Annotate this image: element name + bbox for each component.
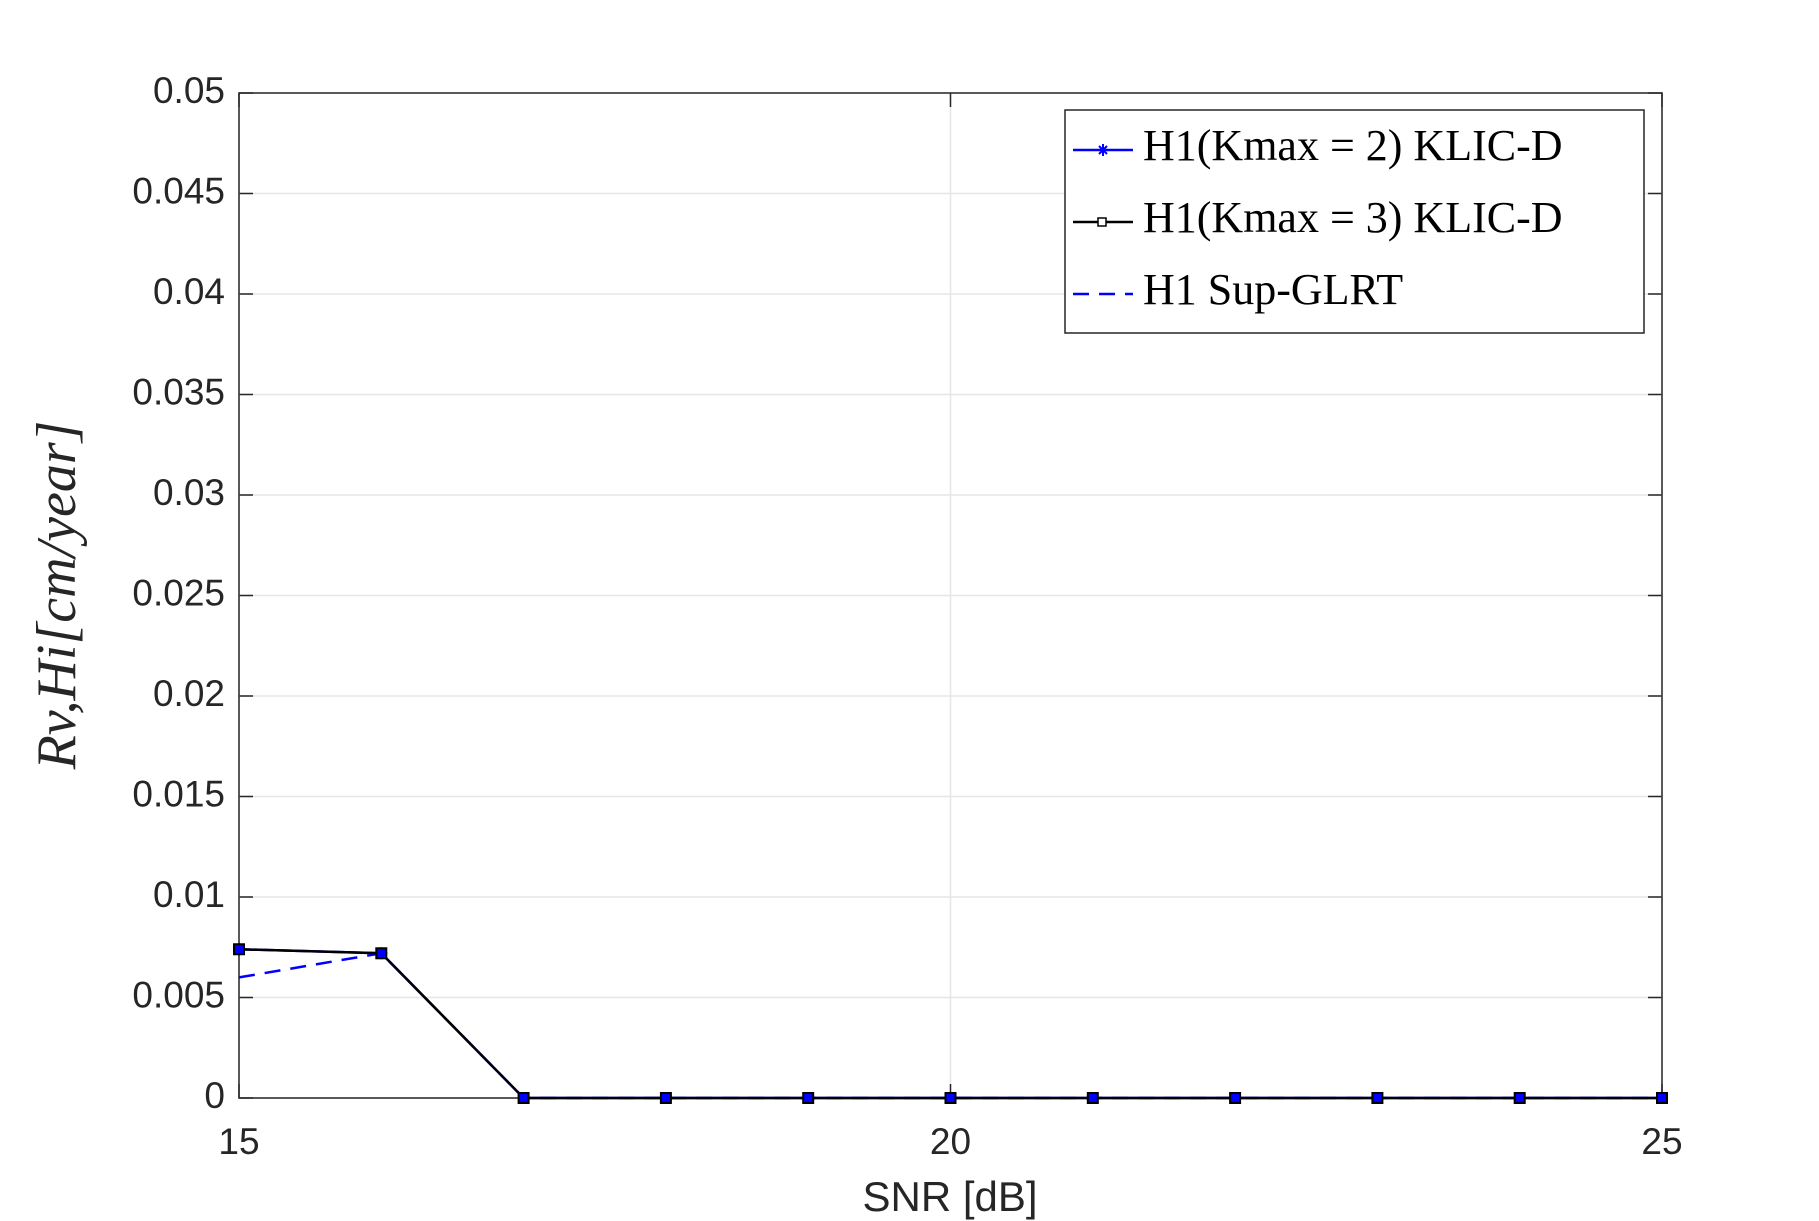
legend-marker — [1097, 217, 1107, 227]
data-point — [1371, 1092, 1384, 1104]
data-point — [1229, 1092, 1242, 1104]
data-point — [1656, 1092, 1668, 1104]
legend-label: H1 Sup-GLRT — [1143, 265, 1403, 314]
data-point — [1086, 1092, 1099, 1104]
y-tick-label: 0.01 — [153, 874, 225, 915]
data-point — [802, 1092, 815, 1104]
y-tick-label: 0.005 — [132, 974, 225, 1015]
legend: H1(Kmax = 2) KLIC-D H1(Kmax = 3) KLIC-D H1… — [1064, 109, 1645, 334]
data-point — [233, 943, 245, 956]
y-tick-label: 0 — [204, 1075, 225, 1116]
y-tick-label: 0.025 — [132, 572, 225, 613]
y-tick-label: 0.04 — [153, 271, 225, 312]
x-tick-label: 25 — [1641, 1121, 1682, 1162]
y-tick-label: 0.05 — [153, 70, 225, 111]
x-tick-label: 20 — [930, 1121, 971, 1162]
legend-marker — [1097, 144, 1109, 156]
data-point — [517, 1092, 530, 1104]
x-tick-label: 15 — [218, 1121, 259, 1162]
y-tick-label: 0.015 — [132, 773, 225, 814]
legend-box — [1064, 109, 1645, 334]
y-tick-label: 0.03 — [153, 472, 225, 513]
y-tick-label: 0.035 — [132, 371, 225, 412]
y-tick-label: 0.045 — [132, 170, 225, 211]
x-axis-label: SNR [dB] — [862, 1173, 1037, 1220]
data-point — [1513, 1092, 1526, 1104]
y-tick-label: 0.02 — [153, 673, 225, 714]
data-point — [944, 1092, 957, 1104]
data-point — [659, 1092, 672, 1104]
legend-label: H1(Kmax = 2) KLIC-D — [1143, 121, 1563, 170]
legend-label: H1(Kmax = 3) KLIC-D — [1143, 193, 1563, 242]
y-axis-label: Rv,Hi[cm/year] — [26, 421, 88, 771]
data-point — [375, 947, 388, 960]
